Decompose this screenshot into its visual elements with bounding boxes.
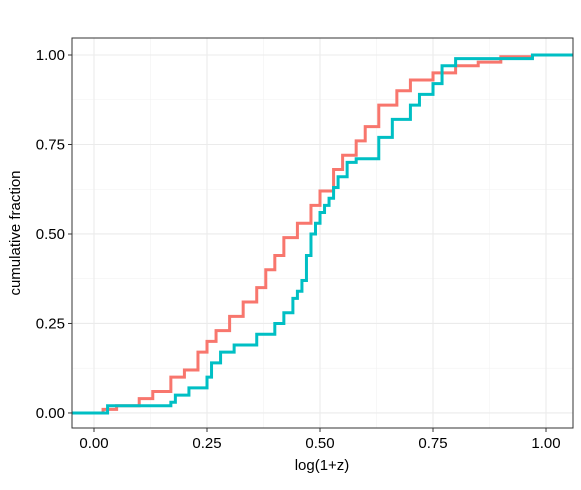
panel-border [71,37,574,429]
x-tick-label: 1.00 [531,435,560,452]
y-tick-label: 0.75 [36,136,65,153]
ecdf-line [72,53,573,415]
y-tick-label: 0.50 [36,226,65,243]
x-tick-label: 0.50 [305,435,334,452]
x-tick-label: 0.00 [79,435,108,452]
y-tick-label: 1.00 [36,47,65,64]
x-axis-title: log(1+z) [295,457,350,474]
x-tick-label: 0.75 [418,435,447,452]
y-tick-label: 0.00 [36,405,65,422]
ecdf-line [94,53,573,415]
y-tick-label: 0.25 [36,315,65,332]
y-axis-title: cumulative fraction [7,170,24,295]
x-tick-label: 0.25 [192,435,221,452]
